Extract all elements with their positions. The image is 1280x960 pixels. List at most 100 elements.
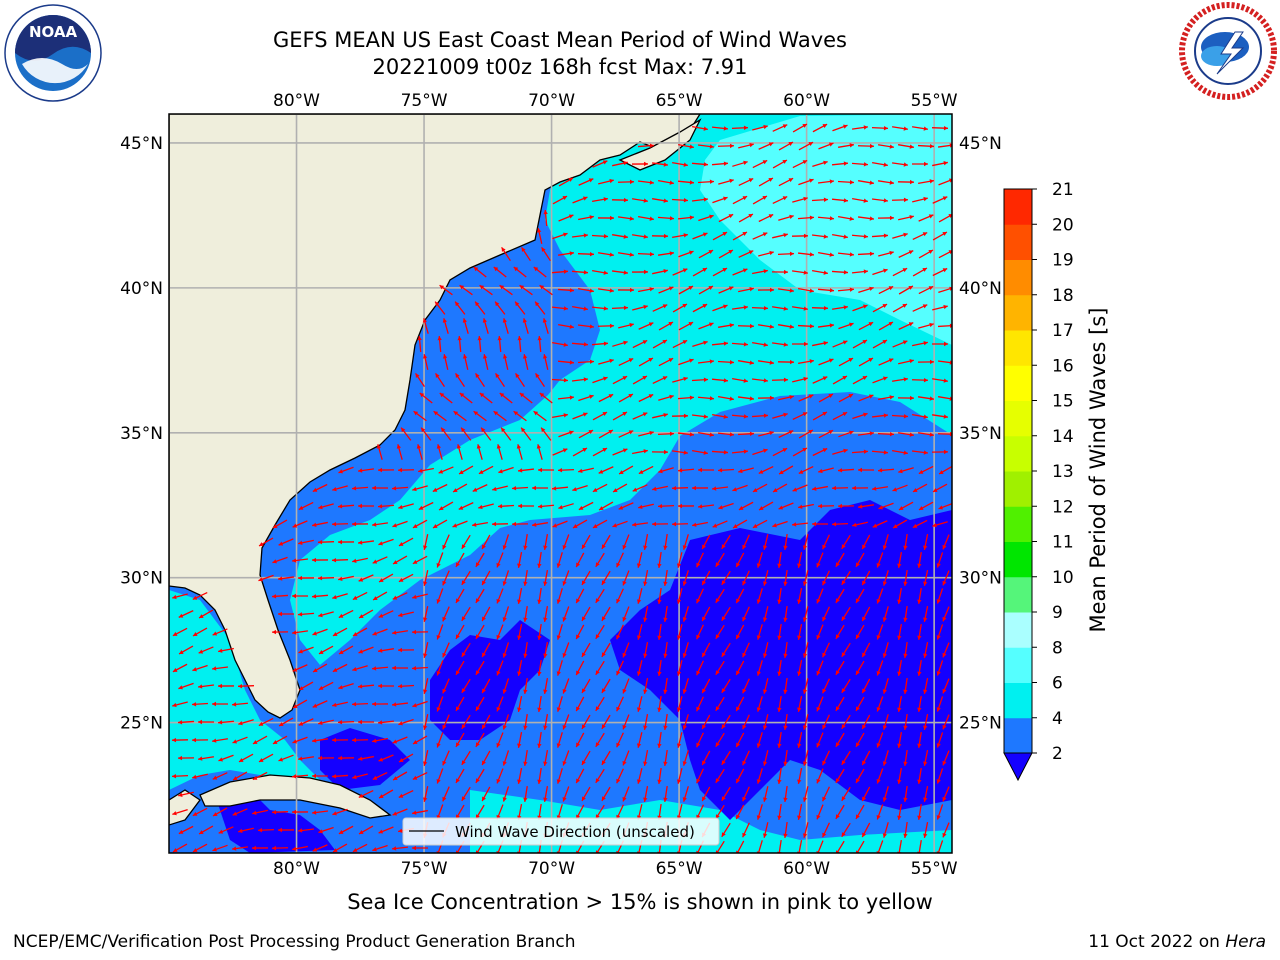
wind-wave-arrow [872, 376, 888, 384]
wind-wave-arrow [578, 394, 594, 402]
wind-wave-arrow [358, 825, 374, 835]
wind-wave-arrow [622, 750, 630, 766]
wind-wave-arrow [672, 233, 688, 238]
wind-wave-arrow [455, 588, 465, 604]
wind-wave-arrow [482, 318, 489, 334]
wind-wave-arrow [735, 624, 745, 640]
wind-wave-arrow [442, 354, 449, 370]
wind-wave-direction-arrows [171, 123, 952, 853]
wind-wave-arrow [211, 701, 229, 707]
wind-wave-arrow [578, 467, 594, 474]
wind-wave-arrow [932, 304, 948, 311]
wind-wave-arrow [501, 246, 511, 262]
wind-wave-arrow [903, 821, 908, 839]
wind-wave-arrow [539, 392, 553, 404]
wind-wave-arrow [657, 767, 662, 785]
wind-wave-arrow [917, 396, 935, 401]
wind-wave-arrow [797, 252, 815, 257]
wind-wave-arrow [523, 605, 528, 623]
wind-wave-arrow [461, 750, 471, 766]
wind-wave-arrow [771, 269, 789, 275]
wind-wave-arrow [592, 160, 608, 168]
wind-wave-arrow [791, 522, 809, 527]
colorbar-segment [1004, 189, 1032, 225]
wind-wave-arrow [172, 701, 188, 708]
wind-wave-arrow [372, 844, 388, 852]
wind-wave-arrow [352, 843, 368, 853]
wind-wave-arrow [672, 376, 688, 383]
wind-wave-arrow [178, 682, 194, 690]
wind-wave-arrow [616, 732, 624, 748]
wind-wave-arrow [616, 696, 624, 712]
wind-wave-arrow [459, 392, 473, 404]
wind-wave-arrow [835, 588, 845, 604]
wind-wave-arrow [718, 286, 734, 294]
wind-wave-arrow [552, 520, 568, 528]
wind-wave-arrow [882, 786, 889, 802]
wind-wave-arrow [433, 410, 447, 422]
wind-wave-arrow [557, 395, 575, 400]
wind-wave-arrow [461, 714, 471, 730]
wind-wave-arrow [415, 372, 425, 388]
wind-wave-arrow [715, 624, 725, 640]
wind-wave-arrow [932, 161, 948, 167]
wind-wave-arrow [552, 232, 568, 240]
wind-wave-arrow [932, 231, 948, 241]
wind-wave-arrow [821, 678, 831, 694]
wind-wave-arrow [835, 732, 845, 748]
wind-wave-arrow [777, 587, 782, 605]
wind-wave-arrow [898, 214, 914, 221]
wind-wave-arrow [701, 678, 711, 694]
wind-wave-arrow [475, 372, 485, 388]
wind-wave-arrow [756, 552, 763, 568]
wind-wave-arrow [777, 623, 782, 641]
wind-wave-arrow [903, 533, 908, 551]
wind-wave-arrow [861, 606, 871, 622]
wind-wave-arrow [422, 318, 429, 334]
wind-wave-arrow [516, 444, 523, 460]
wind-wave-arrow [543, 570, 549, 586]
wind-wave-arrow [652, 198, 668, 203]
wind-wave-arrow [617, 179, 635, 185]
wind-wave-arrow [391, 630, 409, 635]
wind-wave-arrow [352, 627, 368, 637]
wind-wave-arrow [816, 624, 824, 640]
wind-wave-arrow [291, 593, 309, 599]
wind-wave-arrow [871, 198, 889, 203]
wind-wave-arrow [332, 627, 348, 637]
wind-wave-arrow [172, 843, 188, 853]
wind-wave-arrow [816, 768, 824, 784]
wind-wave-arrow [252, 735, 268, 745]
wind-wave-arrow [652, 485, 668, 491]
wind-wave-arrow [358, 755, 374, 761]
wind-wave-arrow [715, 588, 725, 604]
wind-wave-arrow [812, 485, 828, 491]
lon-tick-top: 55°W [911, 91, 958, 111]
wind-wave-arrow [798, 287, 814, 293]
wind-wave-arrow [682, 570, 689, 586]
wind-wave-arrow [192, 627, 208, 637]
wind-wave-arrow [461, 606, 471, 622]
wind-wave-arrow [876, 624, 884, 640]
wind-wave-arrow [480, 427, 492, 441]
wind-wave-arrow [611, 305, 629, 311]
wind-wave-arrow [816, 732, 824, 748]
wind-wave-arrow [556, 696, 563, 712]
lon-tick-bottom: 60°W [783, 859, 830, 879]
wind-wave-arrow [692, 340, 708, 348]
wind-wave-arrow [797, 732, 803, 748]
wind-wave-arrow [575, 588, 585, 604]
wind-wave-arrow [496, 588, 504, 604]
wind-wave-arrow [757, 324, 775, 329]
wind-wave-arrow [882, 678, 889, 694]
wind-wave-arrow [595, 588, 605, 604]
wind-wave-arrow [771, 306, 789, 311]
colorbar-tick-label: 17 [1052, 321, 1074, 341]
wind-wave-arrow [898, 322, 914, 330]
wind-wave-arrow [191, 702, 209, 707]
wind-wave-arrow [876, 588, 884, 604]
wind-wave-arrow [918, 465, 934, 475]
wind-wave-arrow [502, 318, 509, 334]
wind-wave-arrow [772, 447, 788, 457]
footer-machine: Hera [1225, 932, 1266, 952]
